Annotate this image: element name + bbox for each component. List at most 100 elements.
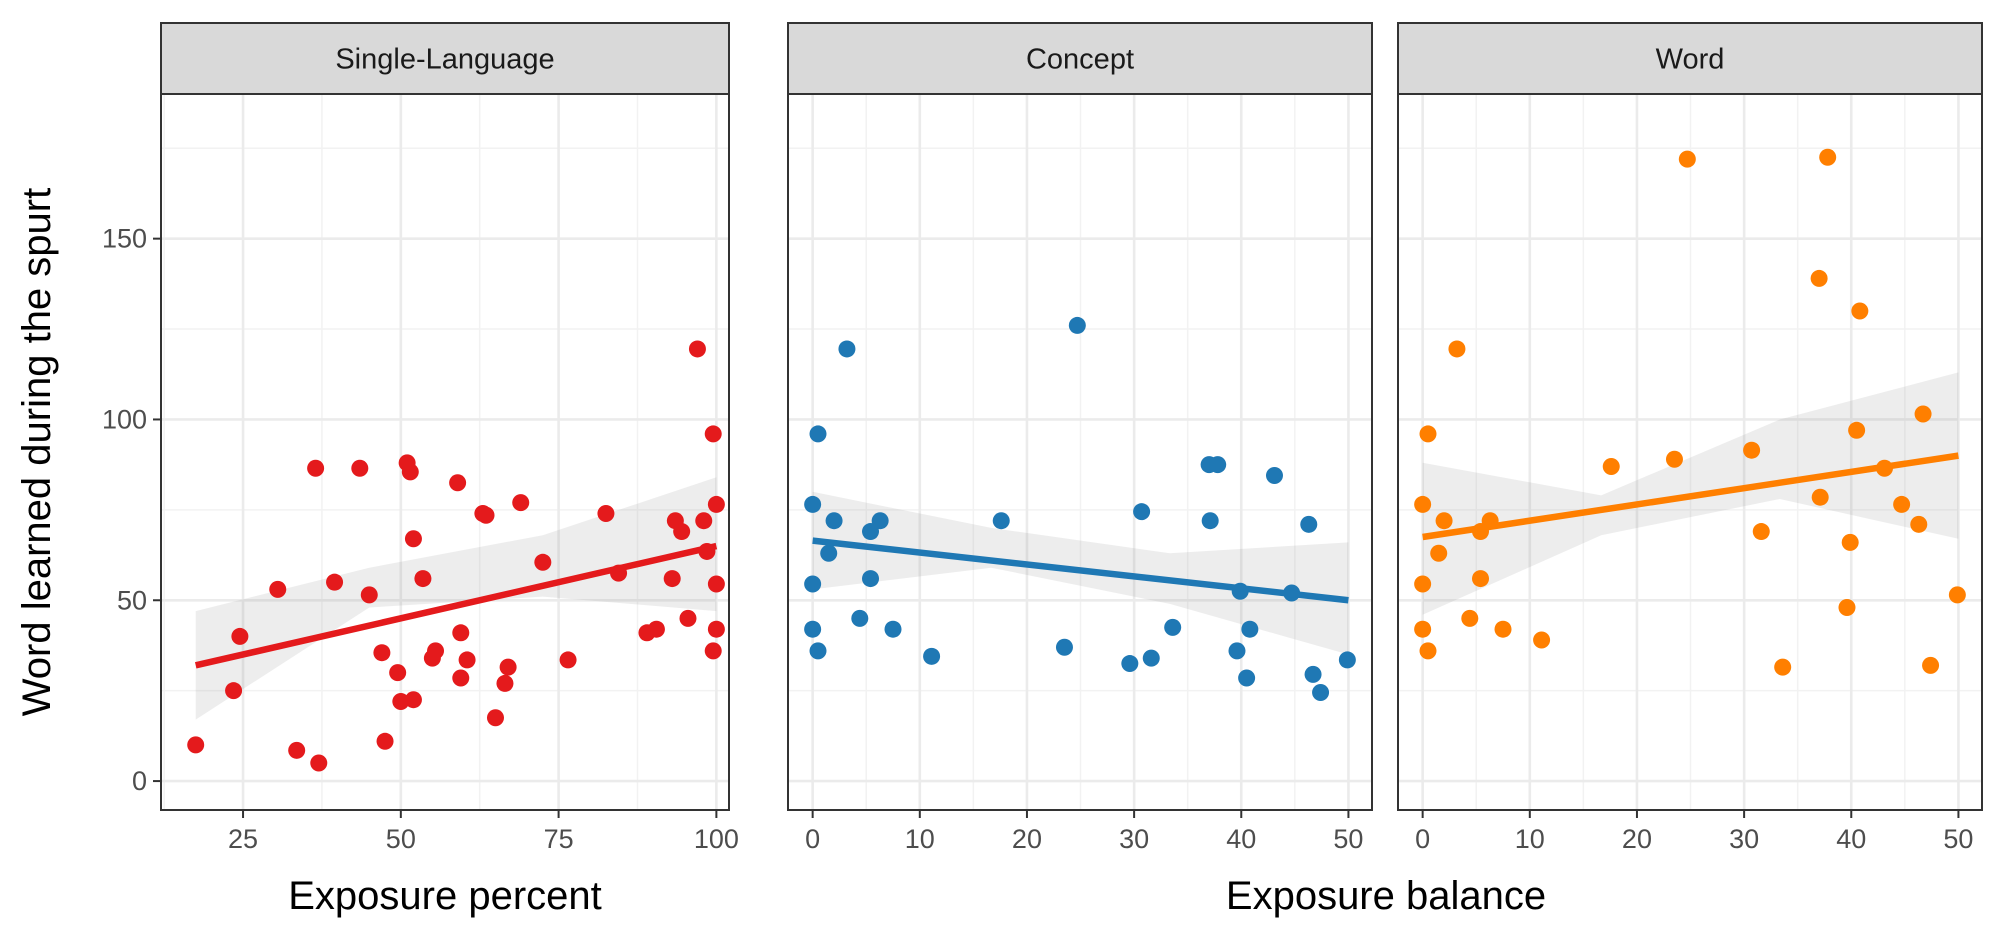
data-point: [1228, 642, 1246, 660]
data-point: [1133, 503, 1151, 521]
data-point: [231, 627, 249, 645]
x-tick-label: 20: [1622, 824, 1652, 854]
regression-line-concept: [812, 537, 1349, 604]
data-point: [862, 523, 880, 541]
data-point: [1819, 148, 1837, 166]
data-point: [376, 732, 394, 750]
panel-border-concept: [787, 93, 1373, 811]
panel-single-language: Single-Language 25 50 75 100 0 50 100 150: [102, 22, 739, 854]
data-point: [1472, 570, 1490, 588]
x-tick-label: 50: [386, 824, 416, 854]
data-point: [679, 609, 697, 627]
data-point: [1068, 316, 1086, 334]
data-point: [871, 512, 889, 530]
data-point: [820, 544, 838, 562]
data-point: [1414, 495, 1432, 513]
data-point: [310, 754, 328, 772]
x-tick-label: 20: [1012, 824, 1042, 854]
data-point: [838, 340, 856, 358]
regression-line-single-language: [194, 542, 718, 669]
strip-word: [1397, 22, 1983, 95]
data-point: [688, 340, 706, 358]
data-point: [1752, 523, 1770, 541]
data-point: [923, 647, 941, 665]
y-tick-label: 100: [102, 404, 147, 434]
data-point: [809, 642, 827, 660]
data-point: [1848, 421, 1866, 439]
x-tick-label: 10: [1515, 824, 1545, 854]
data-point: [673, 523, 691, 541]
data-point: [1142, 649, 1160, 667]
data-point: [809, 425, 827, 443]
data-point: [1414, 620, 1432, 638]
data-point: [1164, 618, 1182, 636]
data-point: [1838, 598, 1856, 616]
data-point: [1602, 457, 1620, 475]
data-point: [1209, 456, 1227, 474]
data-point: [225, 682, 243, 700]
data-point: [1774, 658, 1792, 676]
confidence-band-single-language: [195, 477, 717, 720]
panel-border-single-language: [160, 93, 730, 811]
data-point: [1435, 512, 1453, 530]
data-point: [1430, 544, 1448, 562]
x-tick-label: 40: [1226, 824, 1256, 854]
data-point: [1265, 467, 1283, 485]
y-axis-title: Word learned during the spurt: [15, 188, 59, 716]
data-point: [452, 669, 470, 687]
data-point: [1238, 669, 1256, 687]
data-point: [1841, 533, 1859, 551]
data-point: [1893, 495, 1911, 513]
data-point: [389, 664, 407, 682]
data-point: [1419, 642, 1437, 660]
y-tick-label: 50: [117, 585, 147, 615]
data-point: [1312, 683, 1330, 701]
data-point: [851, 609, 869, 627]
data-point: [414, 570, 432, 588]
x-tick-label: 0: [805, 824, 820, 854]
data-point: [1241, 620, 1259, 638]
data-point: [707, 620, 725, 638]
panel-concept: Concept 0 10 20 30 40 50: [787, 22, 1373, 854]
data-point: [704, 642, 722, 660]
data-point: [704, 425, 722, 443]
data-point: [804, 495, 822, 513]
strip-label-single-language: Single-Language: [335, 44, 554, 76]
y-tick-label: 0: [132, 766, 147, 796]
strip-single-language: [160, 22, 730, 95]
x-tick-label: 30: [1729, 824, 1759, 854]
strip-label-word: Word: [1656, 44, 1725, 76]
data-point: [1121, 655, 1139, 673]
data-point: [187, 736, 205, 754]
data-point: [695, 512, 713, 530]
data-point: [326, 573, 344, 591]
data-point: [1461, 609, 1479, 627]
data-point: [804, 575, 822, 593]
x-tick-label: 25: [228, 824, 258, 854]
data-point: [486, 709, 504, 727]
x-tick-label: 50: [1943, 824, 1973, 854]
data-point: [707, 575, 725, 593]
data-point: [1810, 269, 1828, 287]
x-tick-label: 100: [694, 824, 739, 854]
data-point: [804, 620, 822, 638]
data-point: [392, 693, 410, 711]
data-point: [269, 580, 287, 598]
x-axis-title-exposure-percent: Exposure percent: [288, 874, 602, 918]
data-point: [1055, 638, 1073, 656]
data-point: [449, 474, 467, 492]
data-point: [647, 620, 665, 638]
data-point: [825, 512, 843, 530]
data-point: [427, 642, 445, 660]
data-point: [862, 570, 880, 588]
data-point: [477, 506, 495, 524]
panel-word: Word 0 10 20 30 40 50: [1397, 22, 1983, 854]
data-point: [1300, 515, 1318, 533]
data-point: [1494, 620, 1512, 638]
data-point: [401, 463, 419, 481]
data-point: [992, 512, 1010, 530]
data-point: [1851, 302, 1869, 320]
data-point: [534, 553, 552, 571]
data-point: [452, 624, 470, 642]
